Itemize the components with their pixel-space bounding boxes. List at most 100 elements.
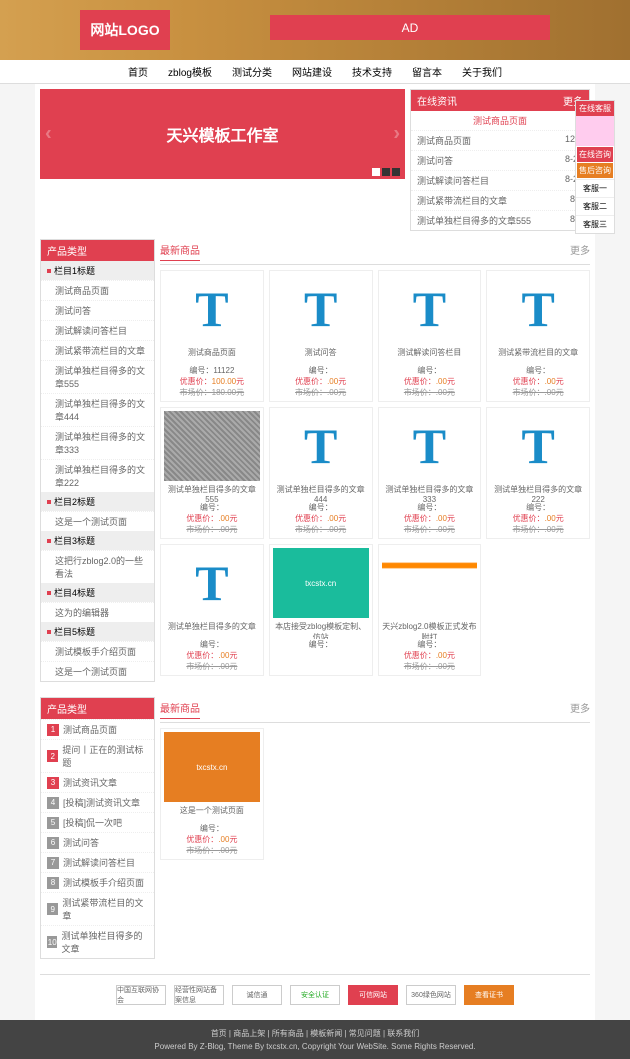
- widget-header: 在线客服: [576, 101, 614, 116]
- block-header: 产品类型: [41, 240, 154, 261]
- product-card[interactable]: 测试单独栏目得多的文章555编号：优惠价：.00元市场价：.00元: [160, 407, 264, 539]
- category-item[interactable]: 这是一个测试页面: [41, 661, 154, 681]
- nav-item[interactable]: 技术支持: [352, 64, 392, 79]
- trust-badge[interactable]: 360绿色网站: [406, 985, 456, 1005]
- more-link[interactable]: 更多: [570, 242, 590, 261]
- trust-badge[interactable]: 中国互联网协会: [116, 985, 166, 1005]
- aftersale-button[interactable]: 售后咨询: [577, 163, 613, 178]
- footer-nav[interactable]: 首页 | 商品上架 | 所有商品 | 模板新闻 | 常见问题 | 联系我们: [8, 1028, 622, 1039]
- nav-item[interactable]: 网站建设: [292, 64, 332, 79]
- rank-item[interactable]: 1测试商品页面: [41, 719, 154, 739]
- product-title: 测试单独栏目得多的文章555: [164, 484, 260, 502]
- trust-badge[interactable]: 诚信通: [232, 985, 282, 1005]
- product-card[interactable]: T 测试解读问答栏目编号：优惠价：.00元市场价：.00元: [378, 270, 482, 402]
- category-item[interactable]: 测试单独栏目得多的文章333: [41, 426, 154, 459]
- product-card[interactable]: T 测试单独栏目得多的文章333编号：优惠价：.00元市场价：.00元: [378, 407, 482, 539]
- product-title: 测试问答: [273, 347, 369, 365]
- rank-item[interactable]: 10测试单独栏目得多的文章: [41, 925, 154, 958]
- service-item[interactable]: 客服二: [576, 197, 614, 215]
- product-card[interactable]: T 测试紧带流栏目的文章编号：优惠价：.00元市场价：.00元: [486, 270, 590, 402]
- category-item[interactable]: 测试问答: [41, 300, 154, 320]
- panel-subtitle[interactable]: 测试商品页面: [411, 111, 589, 130]
- nav-item[interactable]: 测试分类: [232, 64, 272, 79]
- list-item[interactable]: 测试单独栏目得多的文章5558-5: [411, 210, 589, 230]
- nav-item[interactable]: 关于我们: [462, 64, 502, 79]
- category-header[interactable]: 栏目1标题: [41, 261, 154, 280]
- panel-title: 在线资讯: [417, 93, 457, 108]
- service-item[interactable]: 客服三: [576, 215, 614, 233]
- category-item[interactable]: 这为的编辑器: [41, 602, 154, 622]
- trust-badge[interactable]: 经营性网站备案信息: [174, 985, 224, 1005]
- category-item[interactable]: 这把行zblog2.0的一些看法: [41, 550, 154, 583]
- product-image: [382, 548, 478, 618]
- rank-item[interactable]: 8测试模板手介绍页面: [41, 872, 154, 892]
- rank-number: 1: [47, 724, 59, 736]
- list-item[interactable]: 测试商品页面12-1: [411, 130, 589, 150]
- product-card[interactable]: T 测试单独栏目得多的文章222编号：优惠价：.00元市场价：.00元: [486, 407, 590, 539]
- product-card[interactable]: T 测试商品页面编号：11122优惠价：100.00元市场价：180.00元: [160, 270, 264, 402]
- nav-item[interactable]: 首页: [128, 64, 148, 79]
- category-item[interactable]: 测试解读问答栏目: [41, 320, 154, 340]
- category-header[interactable]: 栏目4标题: [41, 583, 154, 602]
- nav-item[interactable]: zblog模板: [168, 64, 212, 79]
- category-header[interactable]: 栏目5标题: [41, 622, 154, 641]
- product-card[interactable]: T 测试单独栏目得多的文章编号：优惠价：.00元市场价：.00元: [160, 544, 264, 676]
- product-image: txcstx.cn: [273, 548, 369, 618]
- site-logo[interactable]: 网站LOGO: [80, 10, 170, 50]
- product-image: T: [273, 274, 369, 344]
- trust-badge[interactable]: 查看证书: [464, 985, 514, 1005]
- rank-item[interactable]: 4[投稿]测试资讯文章: [41, 792, 154, 812]
- slider-prev-icon[interactable]: ‹: [45, 123, 52, 146]
- main-nav: 首页 zblog模板 测试分类 网站建设 技术支持 留言本 关于我们: [0, 60, 630, 84]
- product-image: T: [490, 274, 586, 344]
- product-card[interactable]: T 测试单独栏目得多的文章444编号：优惠价：.00元市场价：.00元: [269, 407, 373, 539]
- ad-banner[interactable]: AD: [270, 15, 550, 40]
- rank-item[interactable]: 2提问丨正在的测试标题: [41, 739, 154, 772]
- product-title: 测试解读问答栏目: [382, 347, 478, 365]
- copyright: Powered By Z-Blog, Theme By txcstx.cn, C…: [8, 1042, 622, 1051]
- avatar: [576, 116, 614, 146]
- list-item[interactable]: 测试问答8-21: [411, 150, 589, 170]
- product-image: T: [164, 274, 260, 344]
- online-info-panel: 在线资讯 更多 测试商品页面 测试商品页面12-1测试问答8-21测试解读问答栏…: [410, 89, 590, 231]
- product-title: 这是一个测试页面: [164, 805, 260, 823]
- product-title: 测试商品页面: [164, 347, 260, 365]
- slider-dots[interactable]: [372, 168, 400, 176]
- product-card[interactable]: txcstx.cn 这是一个测试页面编号：优惠价：.00元市场价：.00元: [160, 728, 264, 860]
- category-header[interactable]: 栏目3标题: [41, 531, 154, 550]
- product-card[interactable]: T 测试问答编号：优惠价：.00元市场价：.00元: [269, 270, 373, 402]
- consult-button[interactable]: 在线咨询: [577, 147, 613, 162]
- trust-badge[interactable]: 可信网站: [348, 985, 398, 1005]
- rank-item[interactable]: 9测试紧带流栏目的文章: [41, 892, 154, 925]
- section-title: 最新商品: [160, 700, 200, 719]
- rank-item[interactable]: 3测试资讯文章: [41, 772, 154, 792]
- list-item[interactable]: 测试解读问答栏目8-20: [411, 170, 589, 190]
- product-title: 测试紧带流栏目的文章: [490, 347, 586, 365]
- hero-slider[interactable]: ‹ 天兴模板工作室 ›: [40, 89, 405, 179]
- trust-badge[interactable]: 安全认证: [290, 985, 340, 1005]
- category-header[interactable]: 栏目2标题: [41, 492, 154, 511]
- list-item[interactable]: 测试紧带流栏目的文章8-7: [411, 190, 589, 210]
- product-card[interactable]: 天兴zblog2.0模板正式发布 附打编号：优惠价：.00元市场价：.00元: [378, 544, 482, 676]
- rank-item[interactable]: 6测试问答: [41, 832, 154, 852]
- category-item[interactable]: 测试商品页面: [41, 280, 154, 300]
- category-item[interactable]: 测试紧带流栏目的文章: [41, 340, 154, 360]
- rank-item[interactable]: 5[投稿]侃一次吧: [41, 812, 154, 832]
- more-link[interactable]: 更多: [570, 700, 590, 719]
- product-title: 测试单独栏目得多的文章333: [382, 484, 478, 502]
- category-item[interactable]: 这是一个测试页面: [41, 511, 154, 531]
- customer-service-widget[interactable]: 在线客服 在线咨询 售后咨询 客服一客服二客服三: [575, 100, 615, 234]
- product-card[interactable]: txcstx.cn 本店接受zblog模板定制、仿站编号：: [269, 544, 373, 676]
- nav-item[interactable]: 留言本: [412, 64, 442, 79]
- slider-next-icon[interactable]: ›: [393, 123, 400, 146]
- rank-item[interactable]: 7测试解读问答栏目: [41, 852, 154, 872]
- category-item[interactable]: 测试单独栏目得多的文章222: [41, 459, 154, 492]
- service-item[interactable]: 客服一: [576, 179, 614, 197]
- product-title: 天兴zblog2.0模板正式发布 附打: [382, 621, 478, 639]
- category-item[interactable]: 测试单独栏目得多的文章444: [41, 393, 154, 426]
- product-image: T: [382, 274, 478, 344]
- category-item[interactable]: 测试模板手介绍页面: [41, 641, 154, 661]
- rank-number: 2: [47, 750, 58, 762]
- category-item[interactable]: 测试单独栏目得多的文章555: [41, 360, 154, 393]
- section-title: 最新商品: [160, 242, 200, 261]
